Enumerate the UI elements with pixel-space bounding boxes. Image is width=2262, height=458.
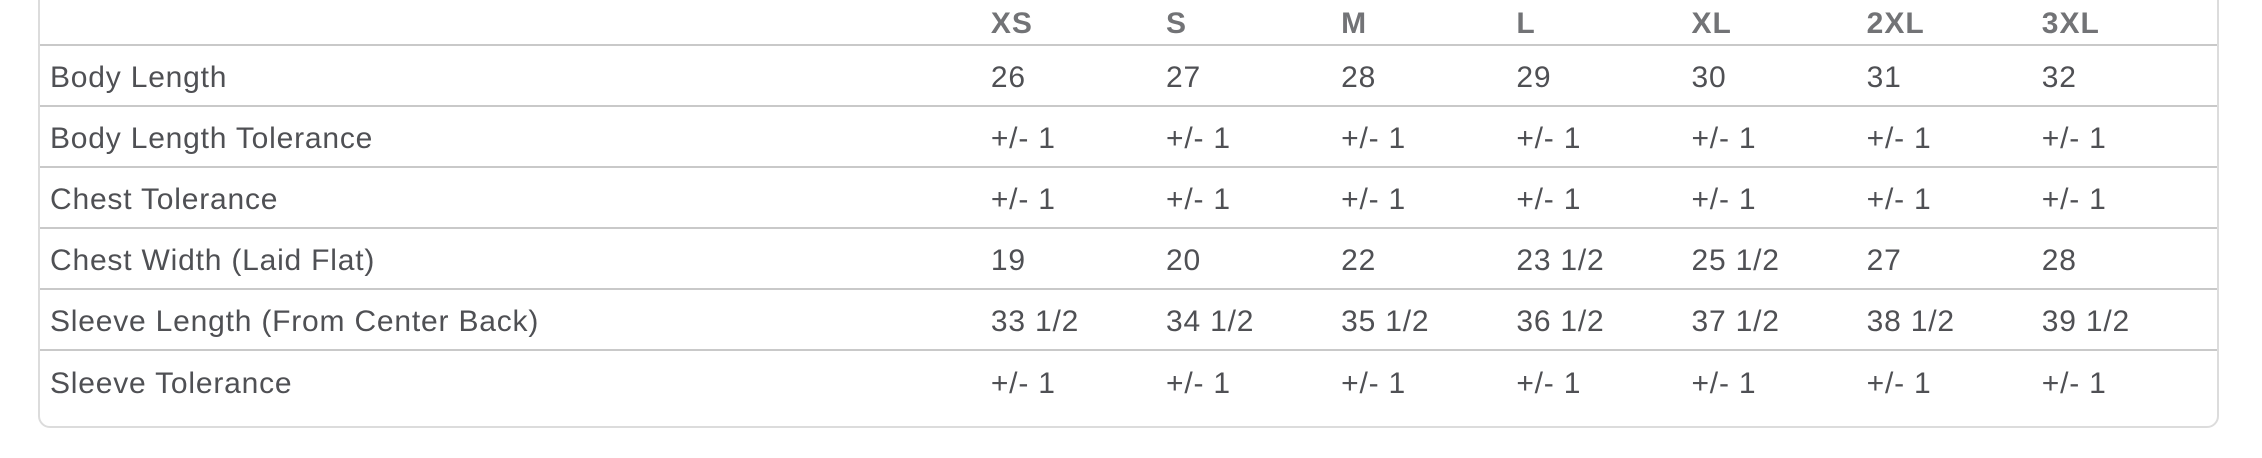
table-cell: +/- 1 (990, 105, 1167, 167)
table-cell: +/- 1 (1516, 166, 1692, 228)
size-chart-table: XS S M L XL 2XL 3XL Body Length 26 27 28… (40, 0, 2217, 411)
table-cell: +/- 1 (1866, 349, 2042, 411)
table-cell: +/- 1 (1516, 105, 1692, 167)
table-cell: +/- 1 (1341, 349, 1517, 411)
table-cell: 35 1/2 (1341, 288, 1517, 350)
header-row: XS S M L XL 2XL 3XL (40, 0, 2217, 45)
table-cell: +/- 1 (990, 349, 1167, 411)
table-cell: +/- 1 (1166, 166, 1342, 228)
column-header-l: L (1516, 7, 1536, 40)
table-cell: 38 1/2 (1866, 288, 2042, 350)
row-label: Body Length Tolerance (40, 105, 991, 167)
table-cell: 29 (1516, 44, 1692, 106)
table-cell: 36 1/2 (1516, 288, 1692, 350)
table-cell: +/- 1 (2041, 349, 2217, 411)
table-cell: 31 (1866, 44, 2042, 106)
column-header-xs: XS (990, 7, 1033, 40)
table-cell: 28 (2041, 227, 2217, 289)
table-cell: +/- 1 (1166, 349, 1342, 411)
table-cell: 25 1/2 (1691, 227, 1867, 289)
row-label: Chest Width (Laid Flat) (40, 227, 991, 289)
table-row-chest-tolerance: Chest Tolerance +/- 1 +/- 1 +/- 1 +/- 1 … (40, 166, 2217, 228)
column-header-xl: XL (1691, 7, 1732, 40)
table-cell: +/- 1 (1691, 349, 1867, 411)
table-row-body-length: Body Length 26 27 28 29 30 31 32 (40, 44, 2217, 106)
table-cell: +/- 1 (1166, 105, 1342, 167)
table-cell: +/- 1 (1866, 105, 2042, 167)
table-cell: 27 (1166, 44, 1342, 106)
table-cell: 32 (2041, 44, 2217, 106)
row-label: Sleeve Length (From Center Back) (40, 288, 991, 350)
table-cell: 19 (990, 227, 1167, 289)
column-header-blank (40, 0, 991, 45)
row-label: Body Length (40, 44, 991, 106)
column-header-s: S (1166, 7, 1188, 40)
table-cell: 22 (1341, 227, 1517, 289)
row-label: Sleeve Tolerance (40, 349, 991, 411)
column-header-m: M (1341, 7, 1368, 40)
table-cell: 34 1/2 (1166, 288, 1342, 350)
table-cell: 28 (1341, 44, 1517, 106)
table-cell: 33 1/2 (990, 288, 1167, 350)
table-cell: +/- 1 (1866, 166, 2042, 228)
table-row-body-length-tolerance: Body Length Tolerance +/- 1 +/- 1 +/- 1 … (40, 105, 2217, 167)
column-header-3xl: 3XL (2041, 7, 2100, 40)
table-cell: 37 1/2 (1691, 288, 1867, 350)
table-cell: +/- 1 (1516, 349, 1692, 411)
table-cell: +/- 1 (990, 166, 1167, 228)
table-cell: 23 1/2 (1516, 227, 1692, 289)
table-row-sleeve-length: Sleeve Length (From Center Back) 33 1/2 … (40, 288, 2217, 350)
table-row-sleeve-tolerance: Sleeve Tolerance +/- 1 +/- 1 +/- 1 +/- 1… (40, 349, 2217, 411)
table-cell: 30 (1691, 44, 1867, 106)
row-label: Chest Tolerance (40, 166, 991, 228)
table-cell: 20 (1166, 227, 1342, 289)
table-cell: +/- 1 (1341, 105, 1517, 167)
table-cell: +/- 1 (2041, 105, 2217, 167)
size-chart-card: XS S M L XL 2XL 3XL Body Length 26 27 28… (38, 0, 2219, 428)
table-cell: 26 (990, 44, 1167, 106)
table-cell: +/- 1 (1691, 105, 1867, 167)
table-cell: 27 (1866, 227, 2042, 289)
table-cell: +/- 1 (1691, 166, 1867, 228)
table-cell: +/- 1 (1341, 166, 1517, 228)
table-cell: +/- 1 (2041, 166, 2217, 228)
table-cell: 39 1/2 (2041, 288, 2217, 350)
table-row-chest-width: Chest Width (Laid Flat) 19 20 22 23 1/2 … (40, 227, 2217, 289)
column-header-2xl: 2XL (1866, 7, 1925, 40)
